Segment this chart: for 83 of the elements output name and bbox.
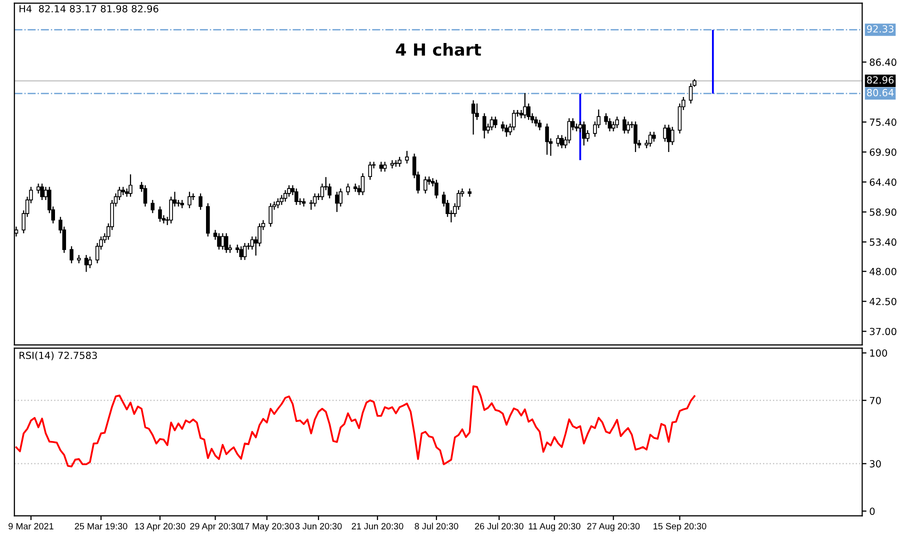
candlestick	[615, 116, 619, 128]
candlestick	[143, 185, 148, 207]
candlestick	[40, 184, 44, 200]
x-tick-label: 15 Sep 20:30	[654, 523, 706, 532]
y-tick-label: 53.40	[870, 238, 896, 246]
ref-line-label: 80.64	[867, 88, 894, 96]
y-tick-label: 64.40	[870, 178, 896, 186]
candlestick	[390, 160, 394, 168]
y-tick-label: 100	[870, 349, 888, 357]
candlestick	[188, 192, 192, 208]
candlestick	[84, 255, 88, 272]
candlestick	[504, 124, 508, 137]
candlestick	[666, 124, 671, 152]
x-tick-label: 21 Jun 20:30	[352, 523, 404, 530]
y-tick-label: 58.90	[870, 208, 896, 216]
candlestick	[556, 135, 560, 147]
ref-line-label: 92.33	[866, 25, 894, 33]
y-tick-label: 86.40	[870, 58, 896, 66]
candlestick	[312, 193, 317, 207]
x-tick-label: 29 Apr 20:30	[190, 523, 241, 532]
line-series	[15, 385, 696, 468]
candlestick	[494, 116, 498, 128]
candlestick	[360, 173, 365, 196]
y-tick-label: 30	[870, 460, 881, 468]
candlestick	[634, 121, 638, 152]
candlestick	[545, 124, 549, 155]
candlestick	[622, 116, 626, 134]
candlestick	[150, 200, 155, 214]
candlestick	[424, 176, 428, 194]
x-tick-label: 26 Jul 20:30	[474, 522, 524, 530]
candlestick	[582, 121, 586, 146]
candlestick	[434, 180, 438, 198]
candlestick	[688, 83, 693, 104]
candlestick	[490, 116, 494, 130]
candlestick	[523, 93, 527, 118]
candlestick	[648, 132, 652, 147]
candlestick	[368, 162, 372, 180]
x-tick-label: 13 Apr 20:30	[135, 523, 186, 532]
candlestick	[302, 198, 306, 207]
x-tick-label: 9 Mar 2021	[8, 523, 54, 530]
candlestick	[242, 243, 247, 260]
y-tick-label: 48.00	[870, 268, 896, 276]
x-tick-label: 8 Jul 20:30	[414, 522, 458, 530]
candlestick	[519, 110, 524, 118]
candlestick	[663, 124, 667, 142]
candlestick	[220, 233, 225, 250]
candlestick	[239, 246, 243, 260]
candlestick	[471, 100, 476, 135]
candlestick	[335, 192, 339, 212]
candlestick	[626, 121, 630, 134]
y-tick-label: 42.50	[870, 298, 896, 306]
candlestick	[158, 206, 162, 222]
chart-subtitle: H4 82.14 83.17 81.98 82.96	[20, 5, 158, 12]
chart-title: RSI(14) 72.7583	[20, 352, 97, 360]
candlestick	[346, 184, 350, 196]
x-tick-label: 3 Jun 20:30	[295, 523, 342, 530]
candlestick	[128, 174, 132, 197]
candlestick	[268, 203, 272, 227]
candlestick	[482, 113, 486, 138]
candlestick	[198, 193, 202, 210]
x-tick-label: 27 Aug 20:30	[587, 523, 640, 532]
annotation: 4 H chart	[396, 42, 482, 56]
y-tick-label: 69.90	[870, 148, 896, 156]
candlestick	[309, 200, 314, 210]
candlestick	[405, 150, 409, 164]
candlestick	[88, 256, 92, 268]
candlestick	[70, 246, 74, 264]
ref-line-label: 82.96	[867, 76, 894, 84]
y-tick-label: 70	[870, 396, 881, 404]
candlestick	[560, 135, 564, 148]
y-tick-label: 37.00	[870, 328, 896, 336]
y-tick-label: 0	[870, 508, 875, 515]
x-tick-label: 11 Aug 20:30	[528, 523, 580, 532]
candlestick	[538, 120, 542, 130]
candlestick	[217, 233, 221, 250]
x-tick-label: 25 Mar 19:30	[74, 523, 128, 530]
x-tick-label: 17 May 20:30	[240, 523, 294, 532]
candlestick	[394, 160, 398, 167]
candlestick	[176, 200, 180, 207]
candlestick	[224, 233, 228, 253]
candlestick	[670, 126, 674, 145]
y-tick-label: 75.40	[870, 118, 896, 126]
candlestick	[294, 188, 298, 205]
